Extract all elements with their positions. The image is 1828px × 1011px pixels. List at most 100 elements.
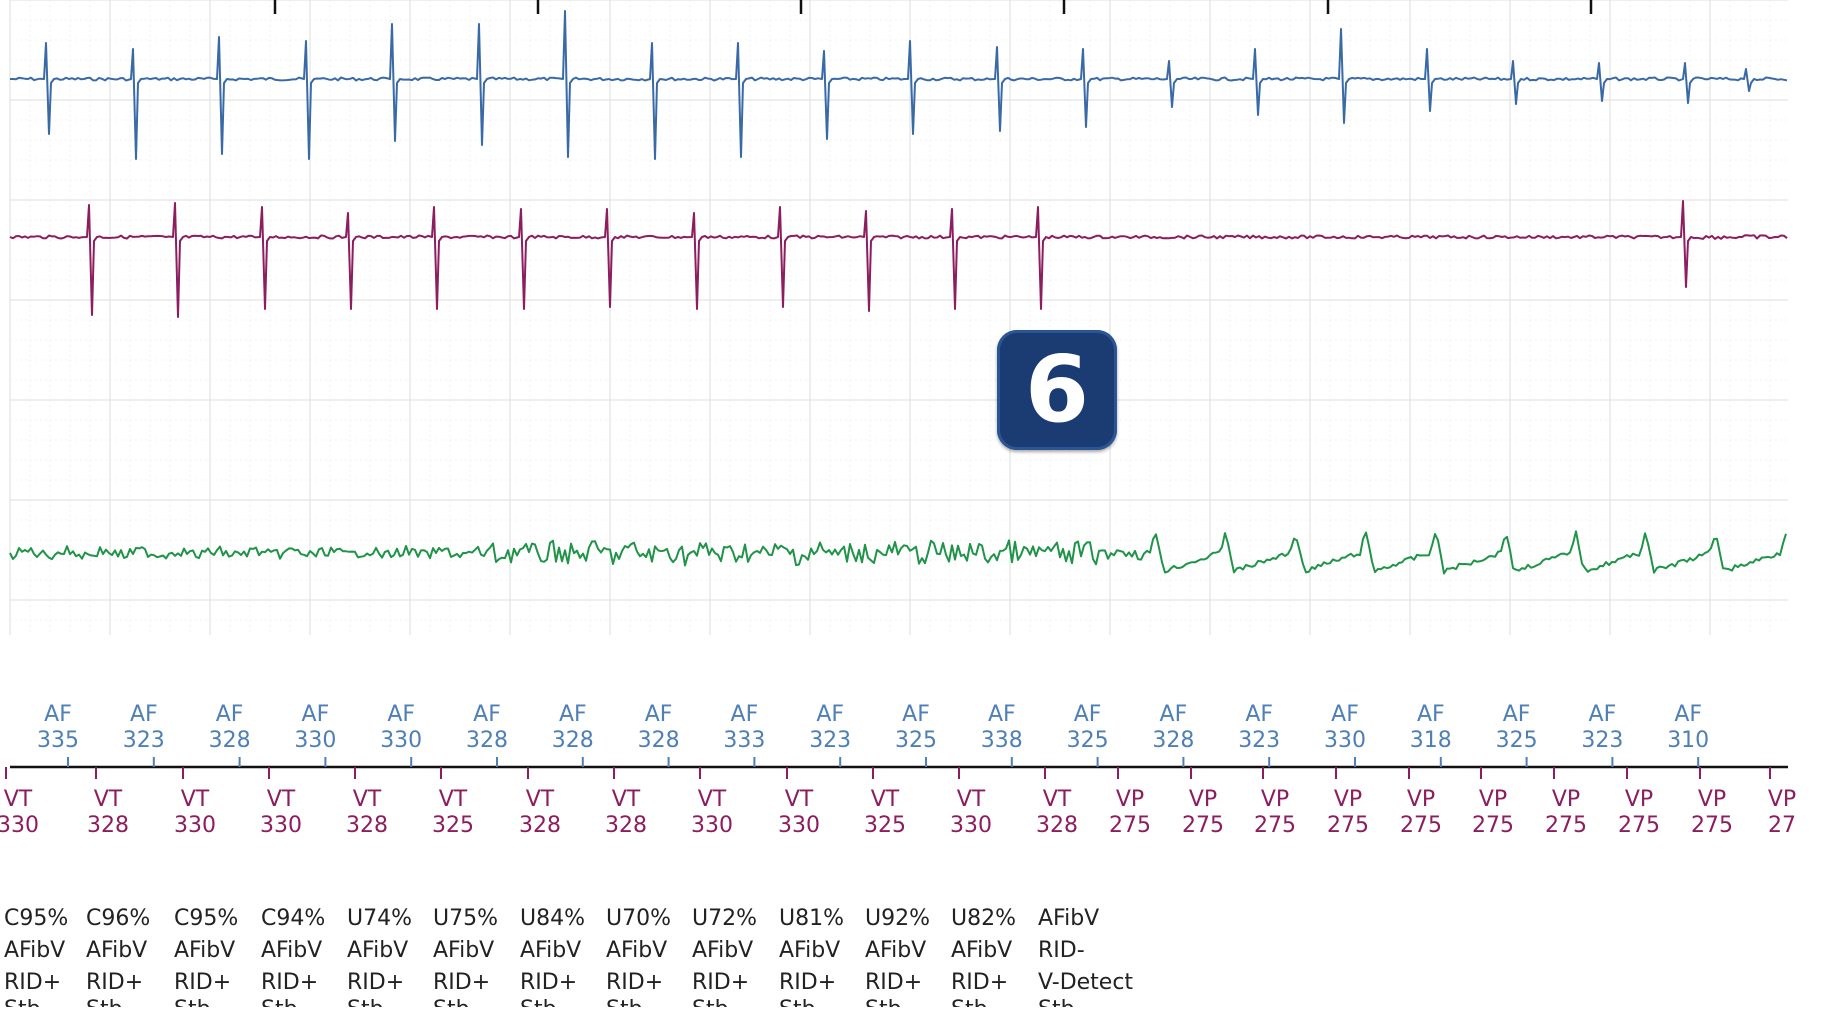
classification-cell: AFibV (951, 938, 1012, 963)
classification-cell: RID- (1038, 938, 1085, 963)
ventricular-marker-label: VT (4, 787, 33, 812)
ventricular-marker-value: 275 (1109, 813, 1151, 838)
classification-cell: Stb (779, 997, 816, 1007)
top-time-ticks (273, 0, 1593, 14)
atrial-marker-value: 318 (1410, 728, 1452, 753)
grid-background (10, 0, 1788, 635)
classification-cell: RID+ (347, 970, 404, 995)
ecg-grid (9, 0, 1788, 635)
ventricular-marker-value: 27 (1768, 813, 1796, 838)
atrial-marker-value: 328 (638, 728, 680, 753)
classification-cell: U70% (606, 906, 671, 931)
ventricular-marker-label: VT (612, 787, 641, 812)
classification-cell: RID+ (606, 970, 663, 995)
atrial-marker-value: 323 (809, 728, 851, 753)
classification-cell: Stb (347, 997, 384, 1007)
classification-cell: AFibV (174, 938, 235, 963)
classification-cell: AFibV (1038, 906, 1099, 931)
atrial-marker-label: AF (1074, 702, 1102, 727)
ventricular-marker-value: 328 (519, 813, 561, 838)
classification-cell: AFibV (347, 938, 408, 963)
classification-cell: C95% (4, 906, 68, 931)
ventricular-marker-label: VP (1698, 787, 1726, 812)
classification-cell: AFibV (520, 938, 581, 963)
classification-cell: RID+ (692, 970, 749, 995)
ventricular-marker-value: 330 (0, 813, 39, 838)
ventricular-marker-label: VT (267, 787, 296, 812)
ventricular-marker-label: VP (1479, 787, 1507, 812)
atrial-marker-label: AF (902, 702, 930, 727)
atrial-marker-label: AF (216, 702, 244, 727)
ventricular-marker-label: VT (94, 787, 123, 812)
ventricular-marker-value: 328 (346, 813, 388, 838)
classification-cell: Stb (174, 997, 211, 1007)
classification-cell: Stb (520, 997, 557, 1007)
ventricular-marker-value: 275 (1400, 813, 1442, 838)
classification-cell: Stb (606, 997, 643, 1007)
classification-cell: Stb (86, 997, 123, 1007)
ventricular-marker-value: 275 (1691, 813, 1733, 838)
classification-cell: V-Detect (1038, 970, 1133, 995)
atrial-marker-label: AF (559, 702, 587, 727)
classification-cell: U75% (433, 906, 498, 931)
atrial-marker-value: 325 (895, 728, 937, 753)
marker-channel: AF335AF323AF328AF330AF330AF328AF328AF328… (0, 702, 1796, 838)
egm-trace-channel-2 (9, 200, 1788, 318)
ventricular-marker-label: VT (353, 787, 382, 812)
ventricular-marker-label: VT (526, 787, 555, 812)
ventricular-marker-label: VT (698, 787, 727, 812)
classification-cell: RID+ (86, 970, 143, 995)
atrial-marker-label: AF (1503, 702, 1531, 727)
classification-cell: AFibV (433, 938, 494, 963)
classification-cell: AFibV (261, 938, 322, 963)
ventricular-marker-value: 328 (605, 813, 647, 838)
ventricular-marker-value: 330 (778, 813, 820, 838)
classification-cell: U92% (865, 906, 930, 931)
atrial-marker-value: 328 (209, 728, 251, 753)
ventricular-marker-label: VP (1407, 787, 1435, 812)
atrial-marker-value: 310 (1667, 728, 1709, 753)
step-number-badge: 6 (997, 330, 1117, 450)
atrial-marker-label: AF (816, 702, 844, 727)
classification-cell: U74% (347, 906, 412, 931)
ventricular-marker-value: 275 (1472, 813, 1514, 838)
classification-cell: RID+ (261, 970, 318, 995)
atrial-marker-label: AF (130, 702, 158, 727)
classification-cell: RID+ (4, 970, 61, 995)
classification-cell: AFibV (4, 938, 65, 963)
atrial-marker-label: AF (387, 702, 415, 727)
classification-cell: RID+ (433, 970, 490, 995)
ventricular-marker-label: VP (1189, 787, 1217, 812)
atrial-marker-label: AF (1331, 702, 1359, 727)
classification-cell: U82% (951, 906, 1016, 931)
atrial-marker-value: 328 (1152, 728, 1194, 753)
classification-cell: Stb (261, 997, 298, 1007)
classification-cell: C96% (86, 906, 150, 931)
classification-cell: C94% (261, 906, 325, 931)
atrial-marker-label: AF (1417, 702, 1445, 727)
classification-cell: Stb (433, 997, 470, 1007)
classification-cell: RID+ (779, 970, 836, 995)
ventricular-marker-value: 328 (1036, 813, 1078, 838)
atrial-marker-value: 330 (380, 728, 422, 753)
classification-cell: U84% (520, 906, 585, 931)
atrial-marker-label: AF (731, 702, 759, 727)
ventricular-marker-value: 330 (174, 813, 216, 838)
classification-cell: Stb (865, 997, 902, 1007)
ventricular-marker-value: 330 (691, 813, 733, 838)
atrial-marker-label: AF (44, 702, 72, 727)
ventricular-marker-value: 275 (1545, 813, 1587, 838)
classification-cell: RID+ (520, 970, 577, 995)
atrial-marker-value: 325 (1067, 728, 1109, 753)
ventricular-marker-value: 325 (864, 813, 906, 838)
ventricular-marker-label: VP (1334, 787, 1362, 812)
classification-cell: RID+ (174, 970, 231, 995)
ventricular-marker-label: VP (1625, 787, 1653, 812)
classification-cell: Stb (692, 997, 729, 1007)
atrial-marker-value: 323 (1581, 728, 1623, 753)
classification-cell: RID+ (865, 970, 922, 995)
atrial-marker-value: 333 (723, 728, 765, 753)
atrial-marker-value: 330 (294, 728, 336, 753)
atrial-marker-label: AF (988, 702, 1016, 727)
